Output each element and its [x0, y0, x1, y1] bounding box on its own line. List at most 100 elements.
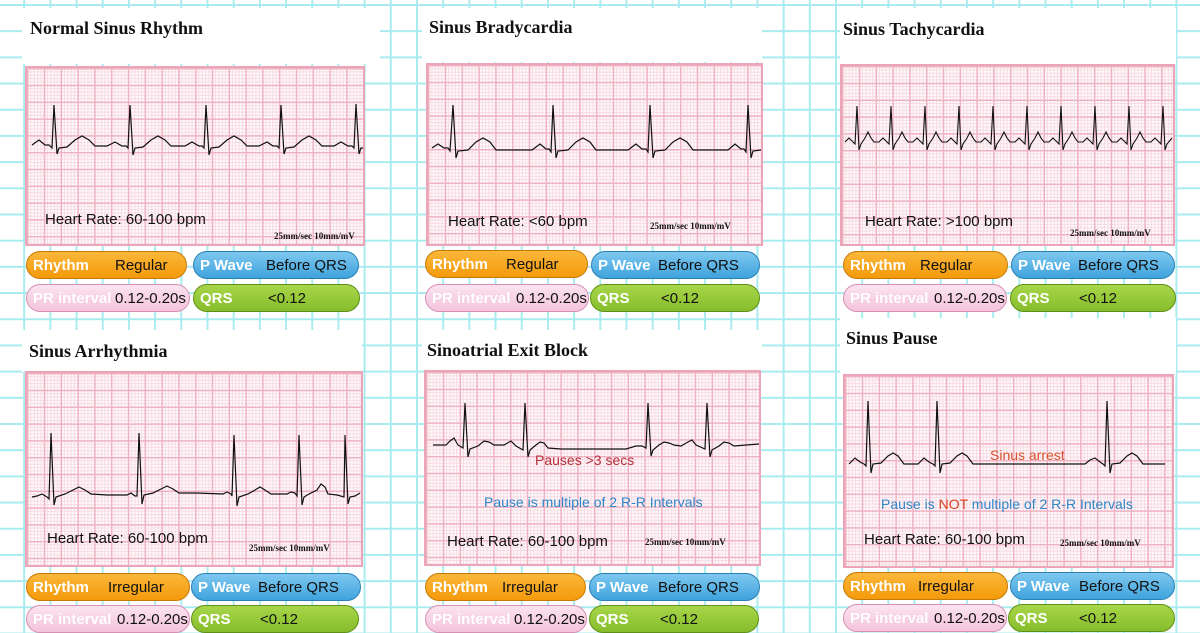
rhythm-pill: Rhythm Irregular	[26, 573, 190, 601]
qrs-label: QRS	[1015, 609, 1048, 627]
pr-interval-label: PR interval	[33, 289, 112, 307]
ecg-trace	[31, 432, 361, 507]
p-wave-label: P Wave	[598, 256, 651, 274]
rhythm-value: Regular	[506, 255, 559, 273]
panel-title-sinus-pause: Sinus Pause	[846, 328, 938, 348]
ecg-scale-label: 25mm/sec 10mm/mV	[645, 537, 726, 547]
p-wave-pill: P Wave Before QRS	[1011, 251, 1175, 279]
pr-interval-pill: PR interval 0.12-0.20s	[843, 284, 1007, 312]
ecg-strip-sinus-bradycardia: Heart Rate: <60 bpm 25mm/sec 10mm/mV	[426, 63, 763, 246]
panel-title-sinus-arrhythmia: Sinus Arrhythmia	[29, 341, 168, 361]
p-wave-value: Before QRS	[266, 256, 347, 274]
qrs-label: QRS	[198, 610, 231, 628]
p-wave-pill: P Wave Before QRS	[589, 573, 760, 601]
qrs-value: <0.12	[1079, 289, 1117, 307]
heart-rate-label: Heart Rate: 60-100 bpm	[45, 211, 206, 228]
rhythm-pill: Rhythm Regular	[425, 250, 588, 278]
rhythm-pill: Rhythm Regular	[26, 251, 187, 279]
heart-rate-label: Heart Rate: >100 bpm	[865, 213, 1014, 230]
pause-note: Pause is NOT multiple of 2 R-R Intervals	[881, 496, 1133, 512]
qrs-label: QRS	[200, 289, 233, 307]
pause-note-emphasis: NOT	[938, 496, 968, 512]
p-wave-value: Before QRS	[258, 578, 339, 596]
rhythm-label: Rhythm	[33, 256, 89, 274]
rhythm-pill: Rhythm Irregular	[843, 572, 1008, 600]
ecg-scale-label: 25mm/sec 10mm/mV	[249, 543, 330, 553]
panel-background	[840, 318, 1176, 374]
pause-note-post: multiple of 2 R-R Intervals	[967, 496, 1133, 512]
ecg-trace	[31, 103, 363, 156]
pr-interval-value: 0.12-0.20s	[115, 289, 186, 307]
p-wave-label: P Wave	[198, 578, 251, 596]
qrs-pill: QRS <0.12	[1008, 604, 1175, 632]
ecg-scale-label: 25mm/sec 10mm/mV	[274, 231, 355, 241]
pause-note: Pause is multiple of 2 R-R Intervals	[484, 494, 703, 510]
qrs-value: <0.12	[661, 289, 699, 307]
pr-interval-value: 0.12-0.20s	[934, 289, 1005, 307]
pr-interval-value: 0.12-0.20s	[117, 610, 188, 628]
p-wave-label: P Wave	[1018, 256, 1071, 274]
ecg-strip-sinus-arrhythmia: Heart Rate: 60-100 bpm 25mm/sec 10mm/mV	[25, 371, 363, 567]
pr-interval-value: 0.12-0.20s	[514, 610, 585, 628]
panel-title-sinus-bradycardia: Sinus Bradycardia	[429, 17, 573, 37]
sinus-arrest-annotation: Sinus arrest	[990, 447, 1065, 463]
p-wave-pill: P Wave Before QRS	[193, 251, 359, 279]
ecg-trace	[431, 104, 761, 159]
pr-interval-pill: PR interval 0.12-0.20s	[26, 284, 190, 312]
rhythm-label: Rhythm	[432, 578, 488, 596]
ecg-scale-label: 25mm/sec 10mm/mV	[1070, 228, 1151, 238]
heart-rate-label: Heart Rate: 60-100 bpm	[447, 533, 608, 550]
pr-interval-pill: PR interval 0.12-0.20s	[843, 604, 1007, 632]
p-wave-label: P Wave	[596, 578, 649, 596]
ecg-scale-label: 25mm/sec 10mm/mV	[650, 221, 731, 231]
ecg-strip-sinoatrial-exit-block: Pauses >3 secs Pause is multiple of 2 R-…	[424, 370, 761, 566]
pr-interval-pill: PR interval 0.12-0.20s	[425, 284, 589, 312]
rhythm-value: Irregular	[918, 577, 974, 595]
rhythm-value: Irregular	[502, 578, 558, 596]
p-wave-value: Before QRS	[658, 578, 739, 596]
qrs-pill: QRS <0.12	[193, 284, 360, 312]
panel-background	[422, 330, 762, 370]
qrs-value: <0.12	[660, 610, 698, 628]
pr-interval-label: PR interval	[850, 609, 929, 627]
rhythm-value: Regular	[115, 256, 168, 274]
p-wave-value: Before QRS	[1079, 577, 1160, 595]
ecg-trace	[848, 400, 1165, 474]
panel-background	[22, 330, 362, 372]
p-wave-label: P Wave	[1017, 577, 1070, 595]
panel-background	[22, 8, 380, 64]
ecg-strip-sinus-pause: Sinus arrest Pause is NOT multiple of 2 …	[843, 374, 1174, 568]
pr-interval-pill: PR interval 0.12-0.20s	[26, 605, 190, 633]
qrs-pill: QRS <0.12	[590, 284, 760, 312]
p-wave-value: Before QRS	[1078, 256, 1159, 274]
qrs-pill: QRS <0.12	[1010, 284, 1176, 312]
qrs-label: QRS	[597, 289, 630, 307]
qrs-pill: QRS <0.12	[191, 605, 359, 633]
pr-interval-value: 0.12-0.20s	[934, 609, 1005, 627]
panel-background	[422, 8, 762, 62]
rhythm-label: Rhythm	[432, 255, 488, 273]
rhythm-label: Rhythm	[33, 578, 89, 596]
qrs-label: QRS	[1017, 289, 1050, 307]
pr-interval-label: PR interval	[33, 610, 112, 628]
qrs-label: QRS	[596, 610, 629, 628]
panel-title-sinus-tachycardia: Sinus Tachycardia	[843, 19, 985, 39]
qrs-value: <0.12	[268, 289, 306, 307]
qrs-value: <0.12	[260, 610, 298, 628]
ecg-trace	[433, 402, 759, 458]
rhythm-value: Regular	[920, 256, 973, 274]
pr-interval-value: 0.12-0.20s	[516, 289, 587, 307]
panel-title-normal-sinus-rhythm: Normal Sinus Rhythm	[30, 18, 204, 38]
ecg-trace	[844, 105, 1173, 151]
pr-interval-pill: PR interval 0.12-0.20s	[425, 605, 587, 633]
p-wave-pill: P Wave Before QRS	[1010, 572, 1175, 600]
pause-annotation: Pauses >3 secs	[535, 452, 635, 468]
p-wave-value: Before QRS	[658, 256, 739, 274]
pause-note-pre: Pause is	[881, 496, 939, 512]
rhythm-label: Rhythm	[850, 256, 906, 274]
panel-background	[840, 8, 1176, 64]
heart-rate-label: Heart Rate: 60-100 bpm	[864, 531, 1025, 548]
rhythm-value: Irregular	[108, 578, 164, 596]
qrs-pill: QRS <0.12	[589, 605, 759, 633]
panel-title-sinoatrial-exit-block: Sinoatrial Exit Block	[427, 340, 589, 360]
